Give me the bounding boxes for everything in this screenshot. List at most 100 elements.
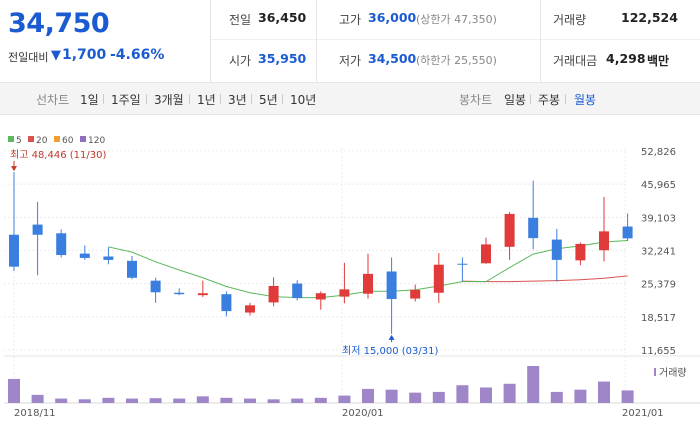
- amount-unit: 백만: [647, 54, 670, 68]
- info-row-2: 시가 35,950 저가 34,500 (하한가 25,550) 거래대금 4,…: [211, 41, 700, 81]
- price-change: 1,700: [62, 47, 107, 63]
- high-value: 36,000: [368, 10, 417, 25]
- legend-item: 60: [54, 136, 73, 146]
- candle-body: [174, 292, 185, 295]
- period-3m[interactable]: 3개월: [154, 93, 184, 107]
- quote-header: 34,750 전일대비 ▼ 1,700 -4.66% 전일 36,450 고가 …: [0, 0, 700, 83]
- legend-swatch: [80, 136, 86, 142]
- period-10y[interactable]: 10년: [290, 93, 317, 107]
- candle-body: [457, 263, 468, 265]
- current-price: 34,750: [8, 8, 110, 39]
- period-3y[interactable]: 3년: [228, 93, 247, 107]
- high-annotation: 최고 48,446 (11/30): [10, 149, 106, 161]
- candle-chart-label: 봉차트: [459, 93, 493, 107]
- legend-item: 5: [8, 136, 22, 146]
- volume-bar: [267, 399, 280, 403]
- candle-body: [245, 305, 255, 313]
- upper-limit: (상한가 47,350): [416, 13, 497, 26]
- legend-swatch: [8, 136, 14, 142]
- high-label: 고가: [339, 13, 362, 27]
- volume-bar: [338, 395, 351, 403]
- candle-body: [433, 264, 444, 293]
- price-change-pct: -4.66%: [110, 47, 165, 63]
- divider: [316, 0, 317, 82]
- volume-bar: [362, 388, 374, 403]
- volume-bar: [503, 383, 516, 403]
- legend-item: 20: [28, 136, 47, 146]
- volume-bar: [220, 397, 233, 403]
- candle-body: [386, 271, 397, 300]
- volume-bar: [102, 397, 115, 403]
- y-tick-label: 52,826: [641, 147, 676, 158]
- y-tick-label: 32,241: [641, 247, 676, 258]
- low-annotation: 최저 15,000 (03/31): [342, 345, 438, 357]
- y-tick-label: 39,103: [641, 213, 676, 224]
- candle-body: [363, 273, 373, 294]
- high-arrow-icon: [11, 166, 17, 172]
- x-tick-label: 2018/11: [14, 408, 56, 419]
- volume-bar: [126, 398, 138, 403]
- legend-label: 5: [16, 136, 22, 146]
- low-value: 34,500: [368, 51, 417, 66]
- candle-body: [504, 213, 515, 247]
- chart-toolbar: 선차트 1일 1주일 3개월 1년 3년 5년 10년 봉차트 일봉 주봉 월봉: [0, 83, 700, 115]
- volume-value: 122,524: [621, 10, 678, 25]
- volume-bar: [550, 391, 563, 403]
- candle-body: [599, 231, 609, 251]
- candle-body: [622, 226, 633, 239]
- volume-bar: [8, 378, 20, 403]
- candle-body: [221, 294, 232, 312]
- candle-body: [551, 239, 562, 260]
- volume-bar: [432, 391, 445, 403]
- candle-body: [56, 233, 67, 256]
- divider: [146, 94, 147, 104]
- period-1w[interactable]: 1주일: [111, 93, 141, 107]
- candle-monthly[interactable]: 월봉: [574, 93, 597, 107]
- divider: [103, 94, 104, 104]
- candle-body: [292, 283, 303, 299]
- open-label: 시가: [229, 54, 252, 68]
- candle-weekly[interactable]: 주봉: [538, 93, 561, 107]
- low-label: 저가: [339, 54, 362, 68]
- volume-bar: [149, 398, 162, 403]
- volume-bar: [621, 390, 634, 403]
- volume-bar: [480, 387, 492, 403]
- volume-bar: [291, 398, 304, 403]
- prev-close-label: 전일: [229, 13, 252, 27]
- price-block: 34,750 전일대비 ▼ 1,700 -4.66%: [0, 0, 211, 82]
- period-5y[interactable]: 5년: [259, 93, 278, 107]
- legend-label: 120: [88, 136, 106, 146]
- period-1d[interactable]: 1일: [80, 93, 99, 107]
- divider: [565, 94, 566, 104]
- y-tick-label: 45,965: [641, 180, 676, 191]
- ma20-line: [462, 275, 628, 283]
- amount-label: 거래대금: [553, 54, 598, 68]
- volume-bar: [527, 366, 540, 403]
- volume-label: 거래량: [553, 13, 587, 27]
- legend-swatch: [54, 136, 60, 142]
- divider: [530, 94, 531, 104]
- volume-bar: [78, 399, 91, 403]
- volume-bar: [196, 396, 209, 403]
- candle-body: [410, 289, 421, 299]
- candle-body: [575, 243, 586, 261]
- period-1y[interactable]: 1년: [197, 93, 216, 107]
- candle-body: [268, 285, 279, 303]
- volume-label: 거래량: [659, 367, 687, 379]
- down-arrow-icon: ▼: [51, 48, 61, 63]
- line-chart-label: 선차트: [36, 93, 70, 107]
- y-tick-label: 18,517: [641, 313, 676, 324]
- candle-body: [528, 217, 539, 239]
- divider: [220, 94, 221, 104]
- candle-body: [32, 224, 43, 235]
- divider: [540, 0, 541, 82]
- low-arrow-icon: [388, 334, 395, 340]
- divider: [282, 94, 283, 104]
- candle-daily[interactable]: 일봉: [504, 93, 527, 107]
- volume-bar: [55, 398, 68, 403]
- candle-body: [150, 280, 161, 293]
- legend-label: 20: [36, 136, 48, 146]
- divider: [189, 94, 190, 104]
- legend-item: 120: [80, 136, 105, 146]
